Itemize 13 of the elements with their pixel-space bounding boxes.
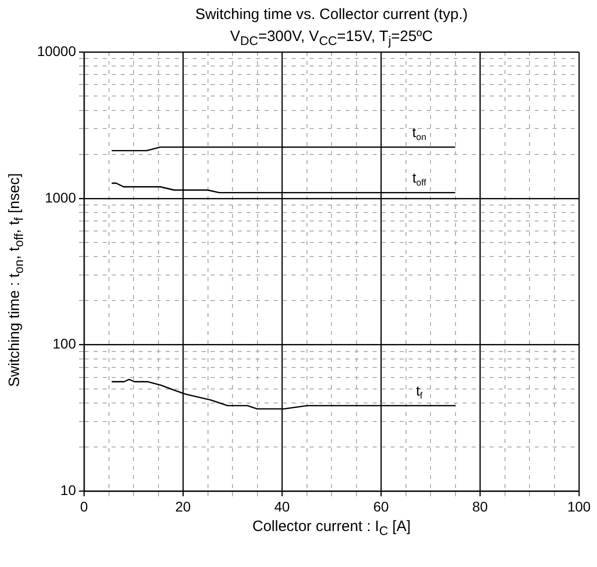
x-tick-label: 100 bbox=[567, 498, 591, 514]
x-tick-label: 20 bbox=[175, 498, 191, 514]
x-tick-label: 40 bbox=[274, 498, 290, 514]
x-axis-title: Collector current : I$_{C}$ [A] bbox=[251, 518, 412, 538]
x-tick-label: 80 bbox=[472, 498, 488, 514]
y-tick-label: 1000 bbox=[44, 189, 76, 206]
y-tick-label: 10000 bbox=[37, 42, 76, 59]
x-tick-label: 60 bbox=[373, 498, 389, 514]
chart-title: Switching time vs. Collector current (typ.) bbox=[194, 6, 469, 23]
y-tick-label: 100 bbox=[52, 336, 76, 352]
x-tick-label: 0 bbox=[80, 498, 88, 514]
chart-subtitle: V$_{DC}$=300V, V$_{CC}$=15V, T$_{j}$=25ºC bbox=[229, 28, 434, 48]
y-tick-label: 10 bbox=[60, 482, 76, 498]
